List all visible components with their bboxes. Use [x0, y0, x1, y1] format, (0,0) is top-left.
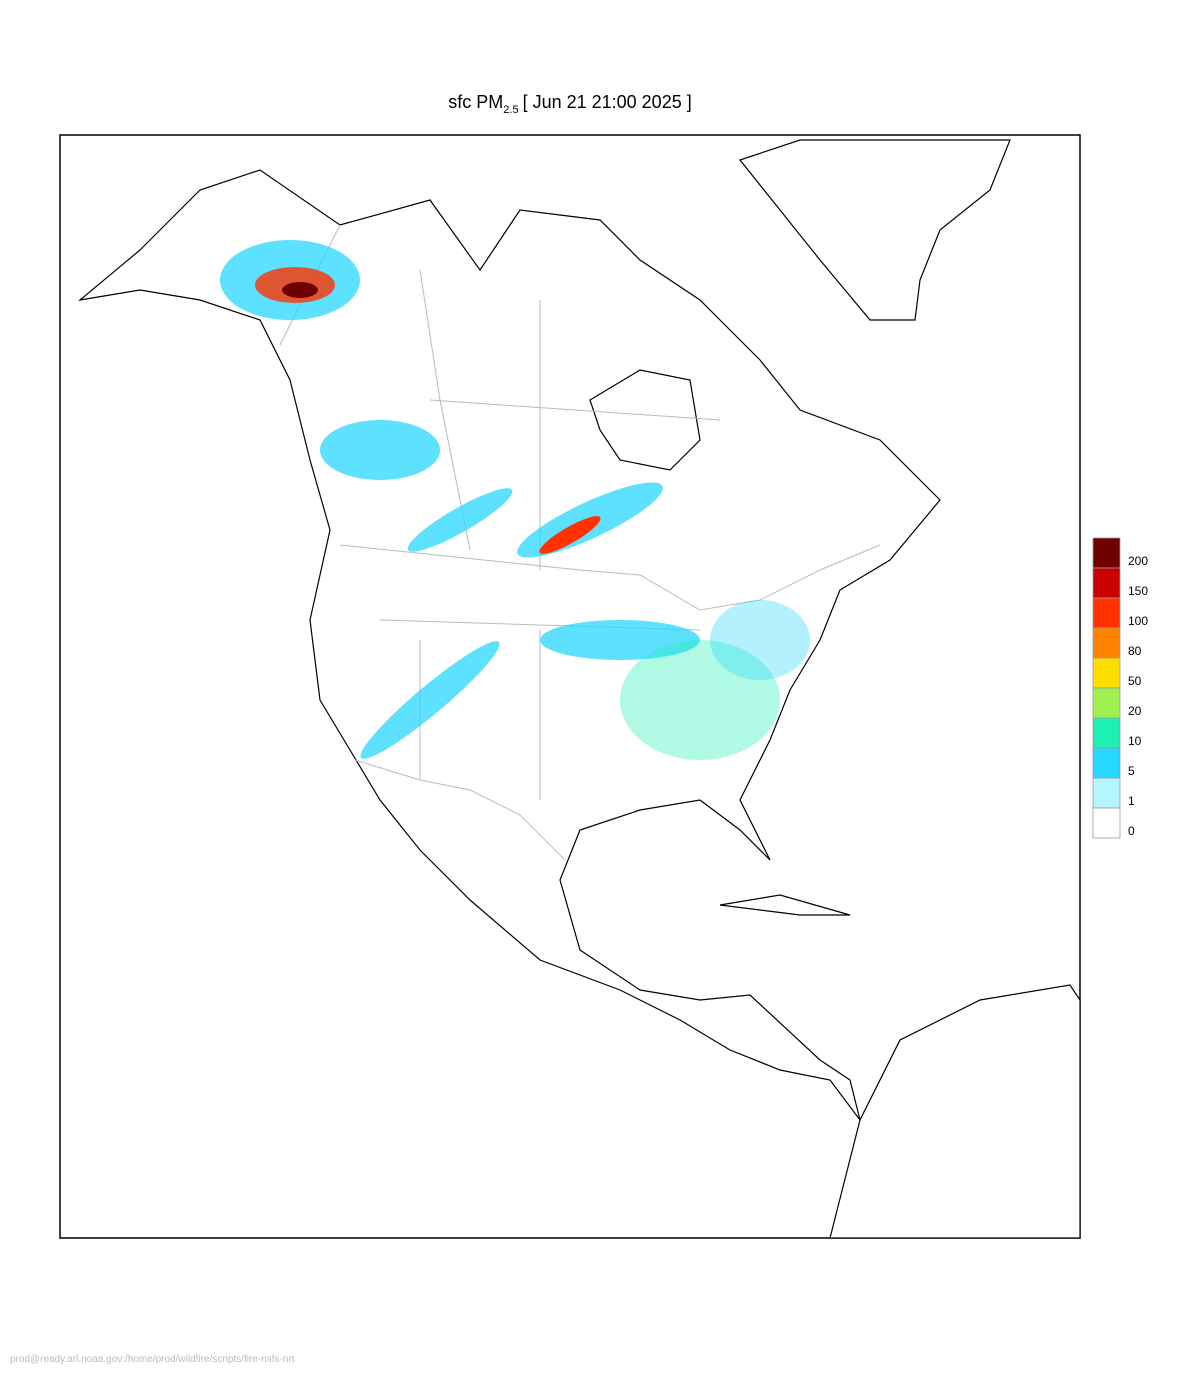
south-america [829, 984, 1081, 1239]
us-canada-border [339, 544, 881, 611]
legend-swatch [1092, 567, 1121, 599]
title-subscript: 2.5 [503, 104, 518, 116]
north-america [77, 169, 941, 1121]
legend-swatch [1092, 597, 1121, 629]
provinces [379, 269, 721, 800]
legend-label: 100 [1128, 614, 1148, 628]
legend-swatch [1092, 687, 1121, 719]
us-mexico-border [354, 759, 566, 861]
cuba [719, 894, 851, 916]
title-main: sfc PM [448, 92, 503, 112]
legend-swatch [1092, 807, 1121, 839]
legend-label: 10 [1128, 734, 1142, 748]
smoke [540, 620, 700, 660]
smoke [539, 516, 601, 554]
legend-label: 200 [1128, 554, 1148, 568]
smoke [620, 640, 780, 760]
legend-label: 80 [1128, 644, 1142, 658]
smoke [320, 420, 440, 480]
title: sfc PM2.5 [ Jun 21 21:00 2025 ] [448, 92, 691, 116]
smoke-plumes [220, 240, 810, 760]
footer: prod@ready.arl.noaa.gov:/home/prod/wildf… [10, 1354, 295, 1365]
title-date: [ Jun 21 21:00 2025 ] [523, 92, 692, 112]
legend-label: 5 [1128, 764, 1135, 778]
hudson-bay [589, 369, 701, 471]
smoke [710, 600, 810, 680]
legend-label: 150 [1128, 584, 1148, 598]
legend-swatch [1092, 627, 1121, 659]
legend-label: 1 [1128, 794, 1135, 808]
legend-swatch [1092, 657, 1121, 689]
legend-label: 50 [1128, 674, 1142, 688]
legend-label: 0 [1128, 824, 1135, 838]
legend-swatch [1092, 537, 1121, 569]
greenland [738, 139, 1011, 321]
map [59, 134, 1081, 1239]
smoke [282, 282, 318, 298]
legend-swatch [1092, 747, 1121, 779]
legend-swatch [1092, 717, 1121, 749]
legend-label: 20 [1128, 704, 1142, 718]
smoke [360, 641, 500, 759]
smoke [407, 488, 513, 552]
legend-swatch [1092, 777, 1121, 809]
